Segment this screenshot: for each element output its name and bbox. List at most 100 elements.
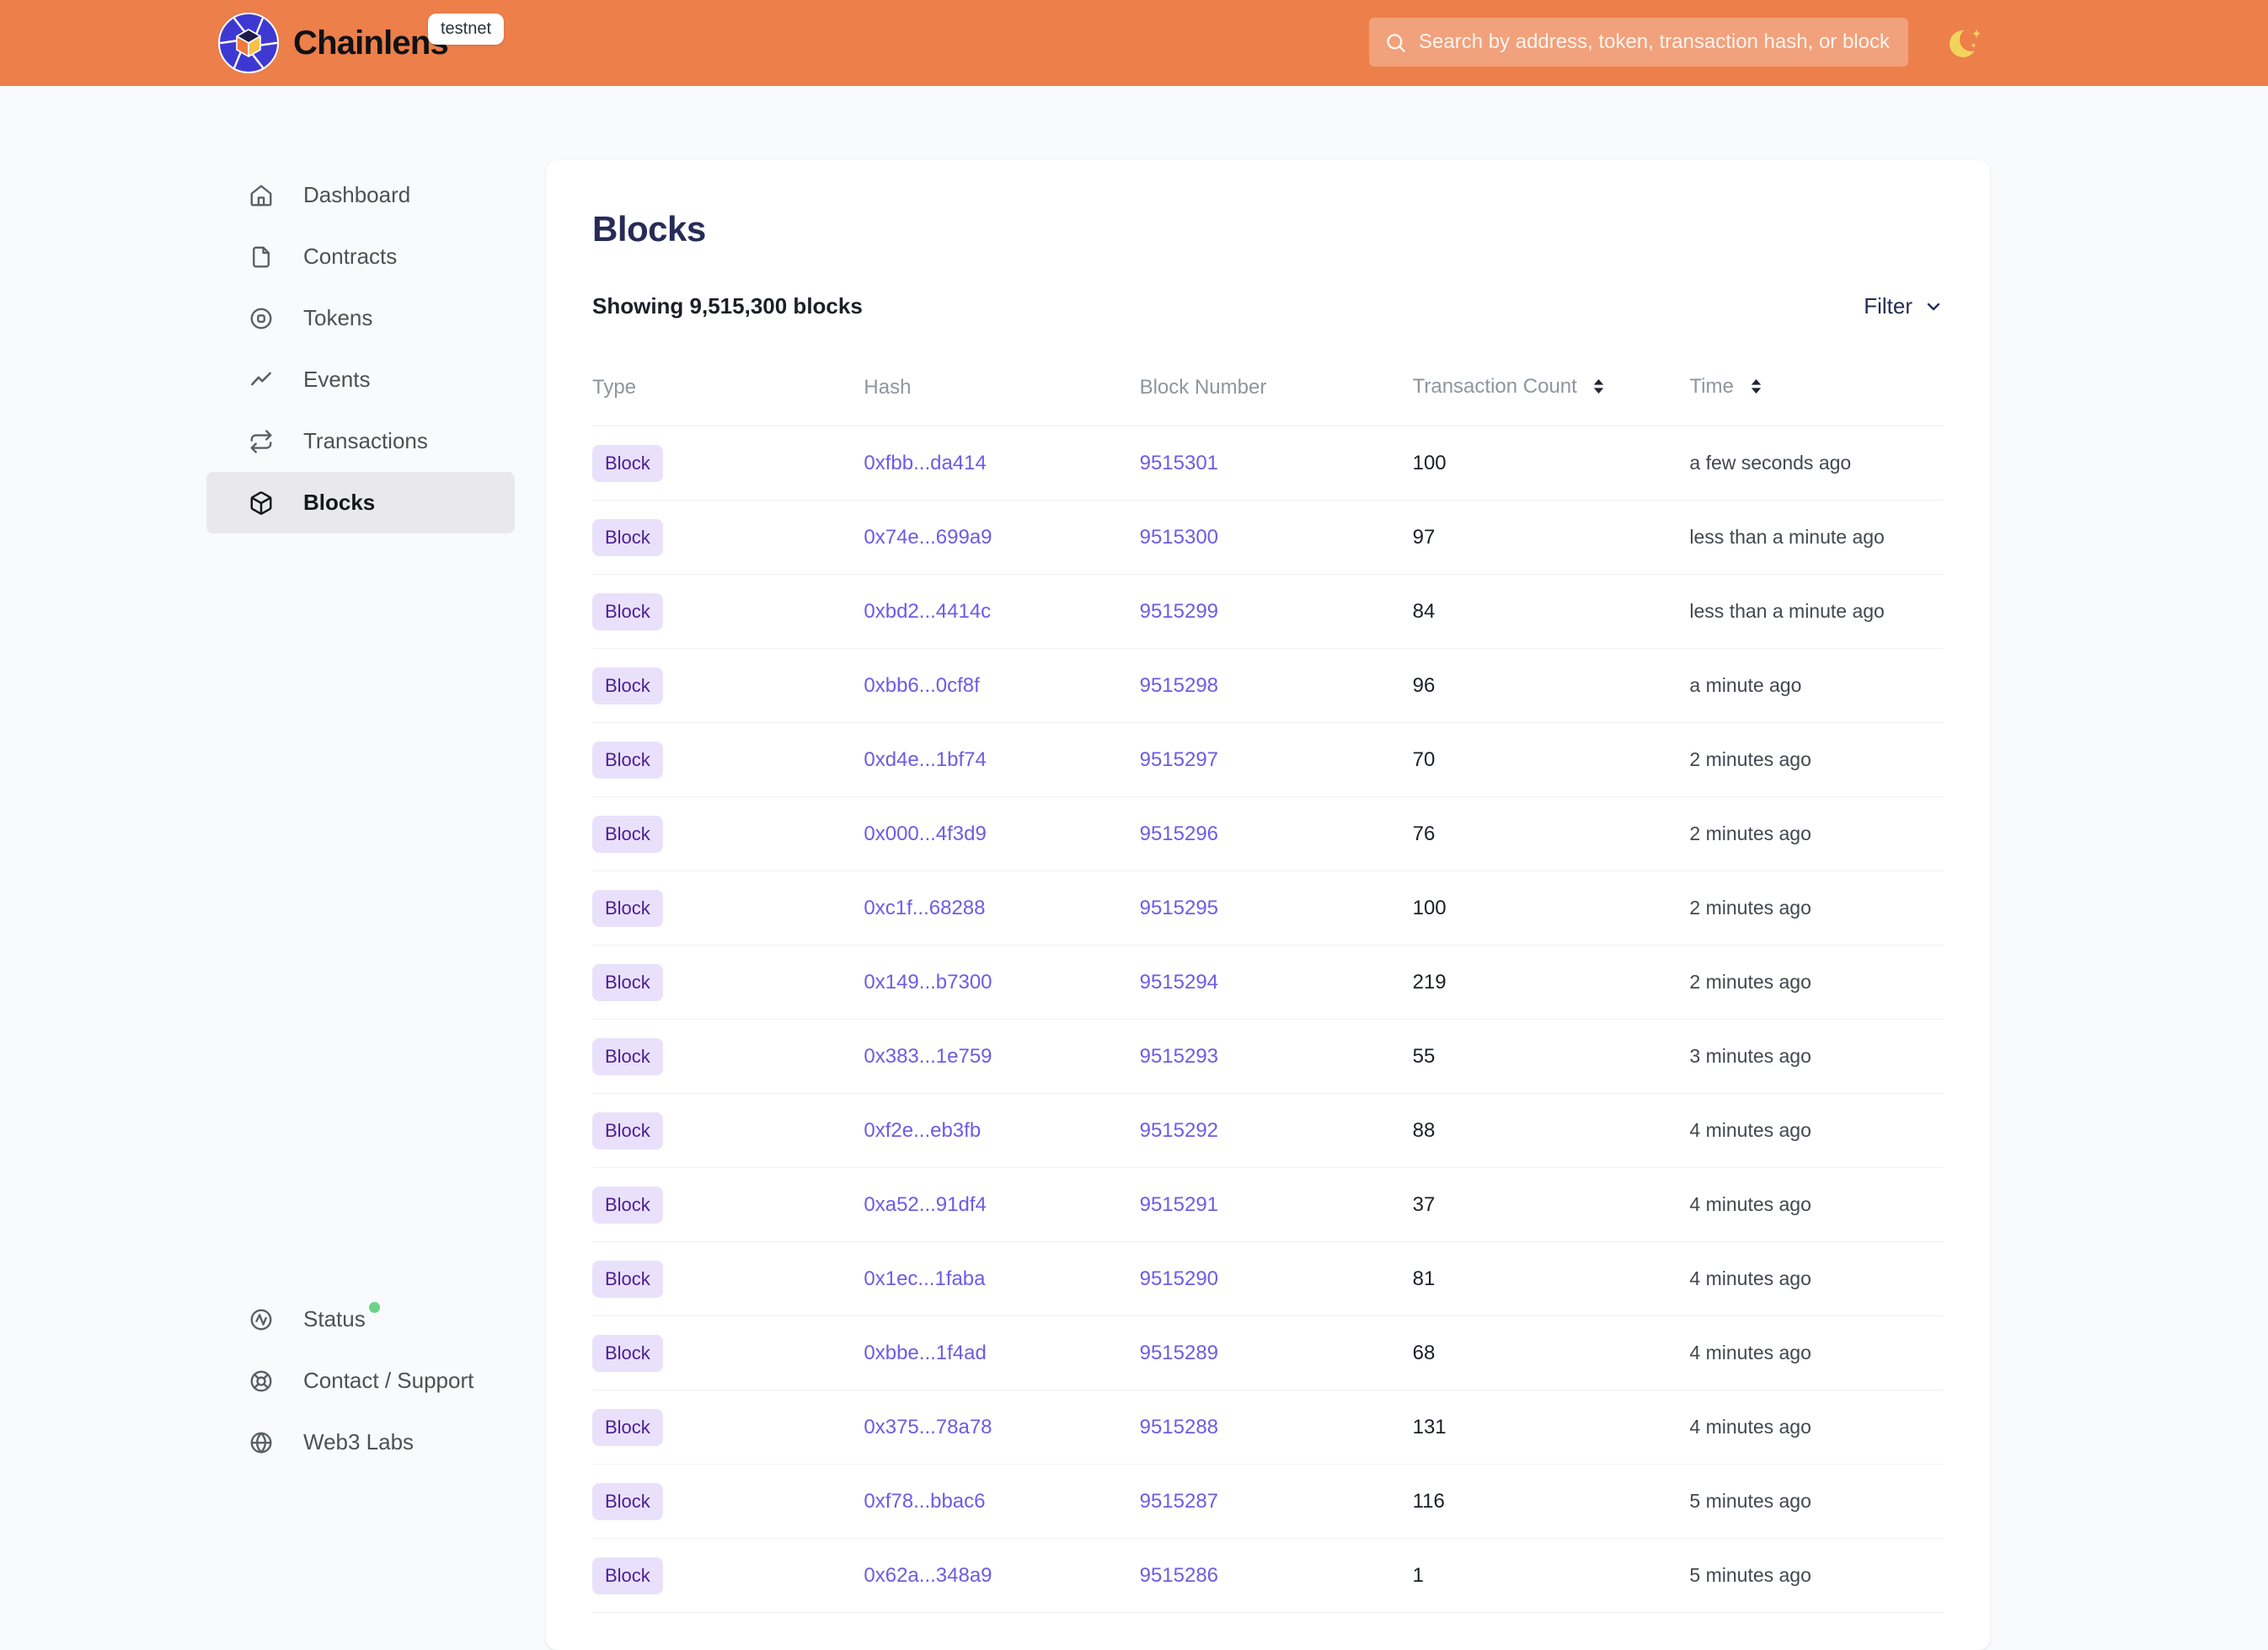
transaction-count-value: 37 <box>1412 1192 1436 1216</box>
block-hash-link[interactable]: 0xfbb...da414 <box>864 451 987 474</box>
table-row: Block 0x1ec...1faba 9515290 81 4 minutes… <box>592 1241 1944 1316</box>
sidebar-item-web3-labs[interactable]: Web3 Labs <box>206 1412 515 1473</box>
block-number-link[interactable]: 9515293 <box>1139 1044 1219 1068</box>
block-type-badge: Block <box>592 1112 663 1149</box>
block-hash-link[interactable]: 0xa52...91df4 <box>864 1192 987 1216</box>
block-time-value: 4 minutes ago <box>1689 1415 1811 1438</box>
block-number-link[interactable]: 9515296 <box>1139 822 1219 845</box>
status-pulse-icon <box>250 1309 272 1330</box>
sidebar-item-contact-support[interactable]: Contact / Support <box>206 1350 515 1412</box>
block-time-value: a minute ago <box>1689 673 1802 696</box>
block-type-badge: Block <box>592 1408 663 1446</box>
block-number-link[interactable]: 9515298 <box>1139 673 1219 697</box>
table-row: Block 0x383...1e759 9515293 55 3 minutes… <box>592 1019 1944 1094</box>
block-hash-link[interactable]: 0x149...b7300 <box>864 970 992 994</box>
block-time-value: 5 minutes ago <box>1689 1489 1811 1512</box>
block-type-badge: Block <box>592 963 663 1001</box>
transaction-count-value: 81 <box>1412 1267 1436 1290</box>
globe-icon <box>250 1432 272 1453</box>
block-hash-link[interactable]: 0x62a...348a9 <box>864 1563 992 1587</box>
column-header-transaction-count[interactable]: Transaction Count <box>1412 353 1690 426</box>
column-header-block-number: Block Number <box>1139 353 1413 426</box>
transaction-count-value: 84 <box>1412 599 1436 623</box>
transaction-count-value: 68 <box>1412 1341 1436 1364</box>
cube-icon <box>250 490 272 515</box>
block-number-link[interactable]: 9515297 <box>1139 747 1219 771</box>
sidebar-item-label: Contact / Support <box>303 1368 474 1393</box>
block-hash-link[interactable]: 0x000...4f3d9 <box>864 822 987 845</box>
table-row: Block 0x375...78a78 9515288 131 4 minute… <box>592 1390 1944 1465</box>
block-number-link[interactable]: 9515286 <box>1139 1563 1219 1587</box>
page-title: Blocks <box>592 209 706 249</box>
block-number-link[interactable]: 9515299 <box>1139 599 1219 623</box>
block-time-value: less than a minute ago <box>1689 599 1885 622</box>
sidebar-item-tokens[interactable]: Tokens <box>206 287 515 349</box>
table-row: Block 0x62a...348a9 9515286 1 5 minutes … <box>592 1538 1944 1613</box>
sidebar-item-label: Contracts <box>303 244 398 269</box>
block-type-badge: Block <box>592 667 663 704</box>
block-number-link[interactable]: 9515289 <box>1139 1341 1219 1364</box>
network-badge: testnet <box>428 13 505 45</box>
table-row: Block 0xd4e...1bf74 9515297 70 2 minutes… <box>592 722 1944 797</box>
sidebar-item-blocks[interactable]: Blocks <box>206 472 515 533</box>
sidebar-item-transactions[interactable]: Transactions <box>206 410 515 472</box>
dark-mode-toggle[interactable] <box>1944 20 1990 66</box>
block-type-badge: Block <box>592 1186 663 1224</box>
table-row: Block 0xbd2...4414c 9515299 84 less than… <box>592 574 1944 649</box>
block-number-link[interactable]: 9515288 <box>1139 1415 1219 1438</box>
block-time-value: less than a minute ago <box>1689 525 1885 548</box>
sidebar-item-status[interactable]: Status <box>206 1288 515 1350</box>
block-type-badge: Block <box>592 444 663 482</box>
block-number-link[interactable]: 9515287 <box>1139 1489 1219 1513</box>
block-number-link[interactable]: 9515295 <box>1139 896 1219 919</box>
block-hash-link[interactable]: 0xf2e...eb3fb <box>864 1118 982 1142</box>
block-hash-link[interactable]: 0x74e...699a9 <box>864 525 992 549</box>
block-time-value: a few seconds ago <box>1689 451 1852 474</box>
search-icon <box>1387 33 1405 52</box>
block-hash-link[interactable]: 0xd4e...1bf74 <box>864 747 987 771</box>
block-number-link[interactable]: 9515300 <box>1139 525 1219 549</box>
block-number-link[interactable]: 9515294 <box>1139 970 1219 994</box>
block-time-value: 5 minutes ago <box>1689 1563 1811 1586</box>
block-type-badge: Block <box>592 518 663 556</box>
search-input[interactable] <box>1419 30 1893 54</box>
sidebar-item-contracts[interactable]: Contracts <box>206 226 515 287</box>
block-type-badge: Block <box>592 815 663 853</box>
block-time-value: 2 minutes ago <box>1689 896 1811 919</box>
table-row: Block 0xf2e...eb3fb 9515292 88 4 minutes… <box>592 1093 1944 1168</box>
transaction-count-value: 116 <box>1412 1489 1445 1513</box>
sidebar-nav: Dashboard Contracts Tokens Events Transa… <box>0 164 546 533</box>
sidebar-footer-nav: Status Contact / Support Web3 Labs <box>0 1288 546 1473</box>
block-hash-link[interactable]: 0xbd2...4414c <box>864 599 992 623</box>
block-hash-link[interactable]: 0xf78...bbac6 <box>864 1489 986 1513</box>
transaction-count-value: 88 <box>1412 1118 1436 1142</box>
block-hash-link[interactable]: 0x375...78a78 <box>864 1415 992 1438</box>
sidebar-item-label: Transactions <box>303 428 428 453</box>
block-number-link[interactable]: 9515291 <box>1139 1192 1219 1216</box>
transaction-count-value: 97 <box>1412 525 1436 549</box>
column-header-hash: Hash <box>864 353 1140 426</box>
table-row: Block 0xfbb...da414 9515301 100 a few se… <box>592 426 1944 501</box>
token-circle-icon <box>250 308 272 329</box>
block-hash-link[interactable]: 0x1ec...1faba <box>864 1267 986 1290</box>
column-header-type: Type <box>592 353 864 426</box>
table-row: Block 0x000...4f3d9 9515296 76 2 minutes… <box>592 796 1944 871</box>
table-row: Block 0xc1f...68288 9515295 100 2 minute… <box>592 871 1944 946</box>
block-hash-link[interactable]: 0xc1f...68288 <box>864 896 986 919</box>
table-row: Block 0xf78...bbac6 9515287 116 5 minute… <box>592 1464 1944 1539</box>
block-type-badge: Block <box>592 889 663 927</box>
block-number-link[interactable]: 9515292 <box>1139 1118 1219 1142</box>
transaction-count-value: 96 <box>1412 673 1436 697</box>
block-hash-link[interactable]: 0xbb6...0cf8f <box>864 673 980 697</box>
brand-home-link[interactable]: Chainlens <box>217 12 449 74</box>
block-hash-link[interactable]: 0x383...1e759 <box>864 1044 992 1068</box>
transaction-count-value: 1 <box>1412 1563 1424 1587</box>
filter-button[interactable]: Filter <box>1864 293 1944 319</box>
sidebar-item-dashboard[interactable]: Dashboard <box>206 164 515 226</box>
block-hash-link[interactable]: 0xbbe...1f4ad <box>864 1341 987 1364</box>
transaction-count-value: 55 <box>1412 1044 1436 1068</box>
column-header-time[interactable]: Time <box>1689 353 1944 426</box>
block-number-link[interactable]: 9515290 <box>1139 1267 1219 1290</box>
block-number-link[interactable]: 9515301 <box>1139 451 1219 474</box>
sidebar-item-events[interactable]: Events <box>206 349 515 410</box>
